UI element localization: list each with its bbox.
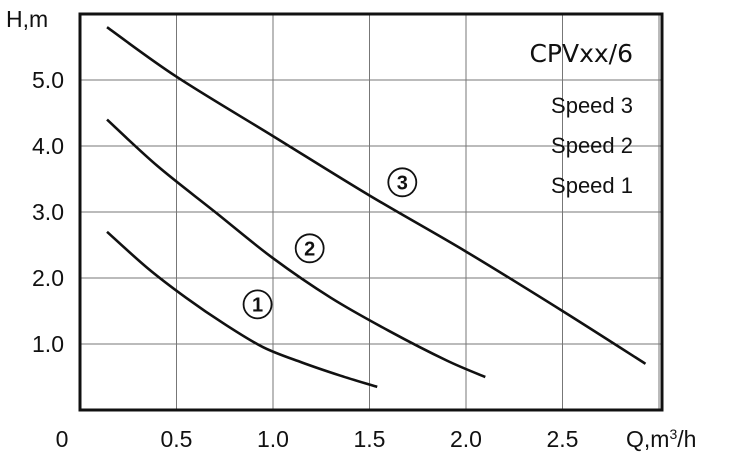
x-tick-0.5: 0.5 [161, 426, 193, 452]
curve-marker-label-1: 1 [252, 294, 263, 316]
x-tick-labels: 0 0.5 1.0 1.5 2.0 2.5 [56, 426, 579, 452]
y-axis-label: H,m [6, 6, 48, 32]
plot-frame [78, 12, 664, 412]
curve-speed-3 [106, 26, 647, 365]
curve-marker-circle-3 [387, 167, 418, 198]
curve-speed-2 [106, 118, 486, 379]
curve-marker-label-3: 3 [397, 172, 408, 194]
curve-marker-3: 3 [387, 167, 418, 198]
curve-marker-1: 1 [242, 289, 273, 320]
legend-speed-3: Speed 3 [551, 93, 633, 118]
y-tick-5.0: 5.0 [32, 67, 64, 93]
x-axis-label-exp: 3 [669, 426, 677, 442]
curve-marker-label-2: 2 [304, 238, 315, 260]
y-tick-3.0: 3.0 [32, 199, 64, 225]
y-tick-2.0: 2.0 [32, 265, 64, 291]
x-tick-1.0: 1.0 [257, 426, 289, 452]
curve-markers: 1 2 3 [242, 167, 418, 320]
grid [80, 14, 662, 410]
y-tick-1.0: 1.0 [32, 331, 64, 357]
x-axis-label: Q,m3/h [626, 426, 696, 452]
y-tick-labels: 1.0 2.0 3.0 4.0 5.0 [32, 67, 64, 357]
curve-marker-circle-2 [294, 233, 325, 264]
curve-marker-2: 2 [294, 233, 325, 264]
y-tick-4.0: 4.0 [32, 133, 64, 159]
legend-speed-2: Speed 2 [551, 133, 633, 158]
curve-speed-1 [106, 230, 378, 389]
curve-marker-circle-1 [242, 289, 273, 320]
x-tick-1.5: 1.5 [354, 426, 386, 452]
legend-speed-1: Speed 1 [551, 173, 633, 198]
legend: Speed 3 Speed 2 Speed 1 [551, 93, 633, 198]
x-tick-2.0: 2.0 [450, 426, 482, 452]
x-tick-2.5: 2.5 [547, 426, 579, 452]
chart-title: CPVxx/6 [529, 39, 633, 68]
x-tick-0: 0 [56, 426, 69, 452]
curves [106, 26, 647, 389]
